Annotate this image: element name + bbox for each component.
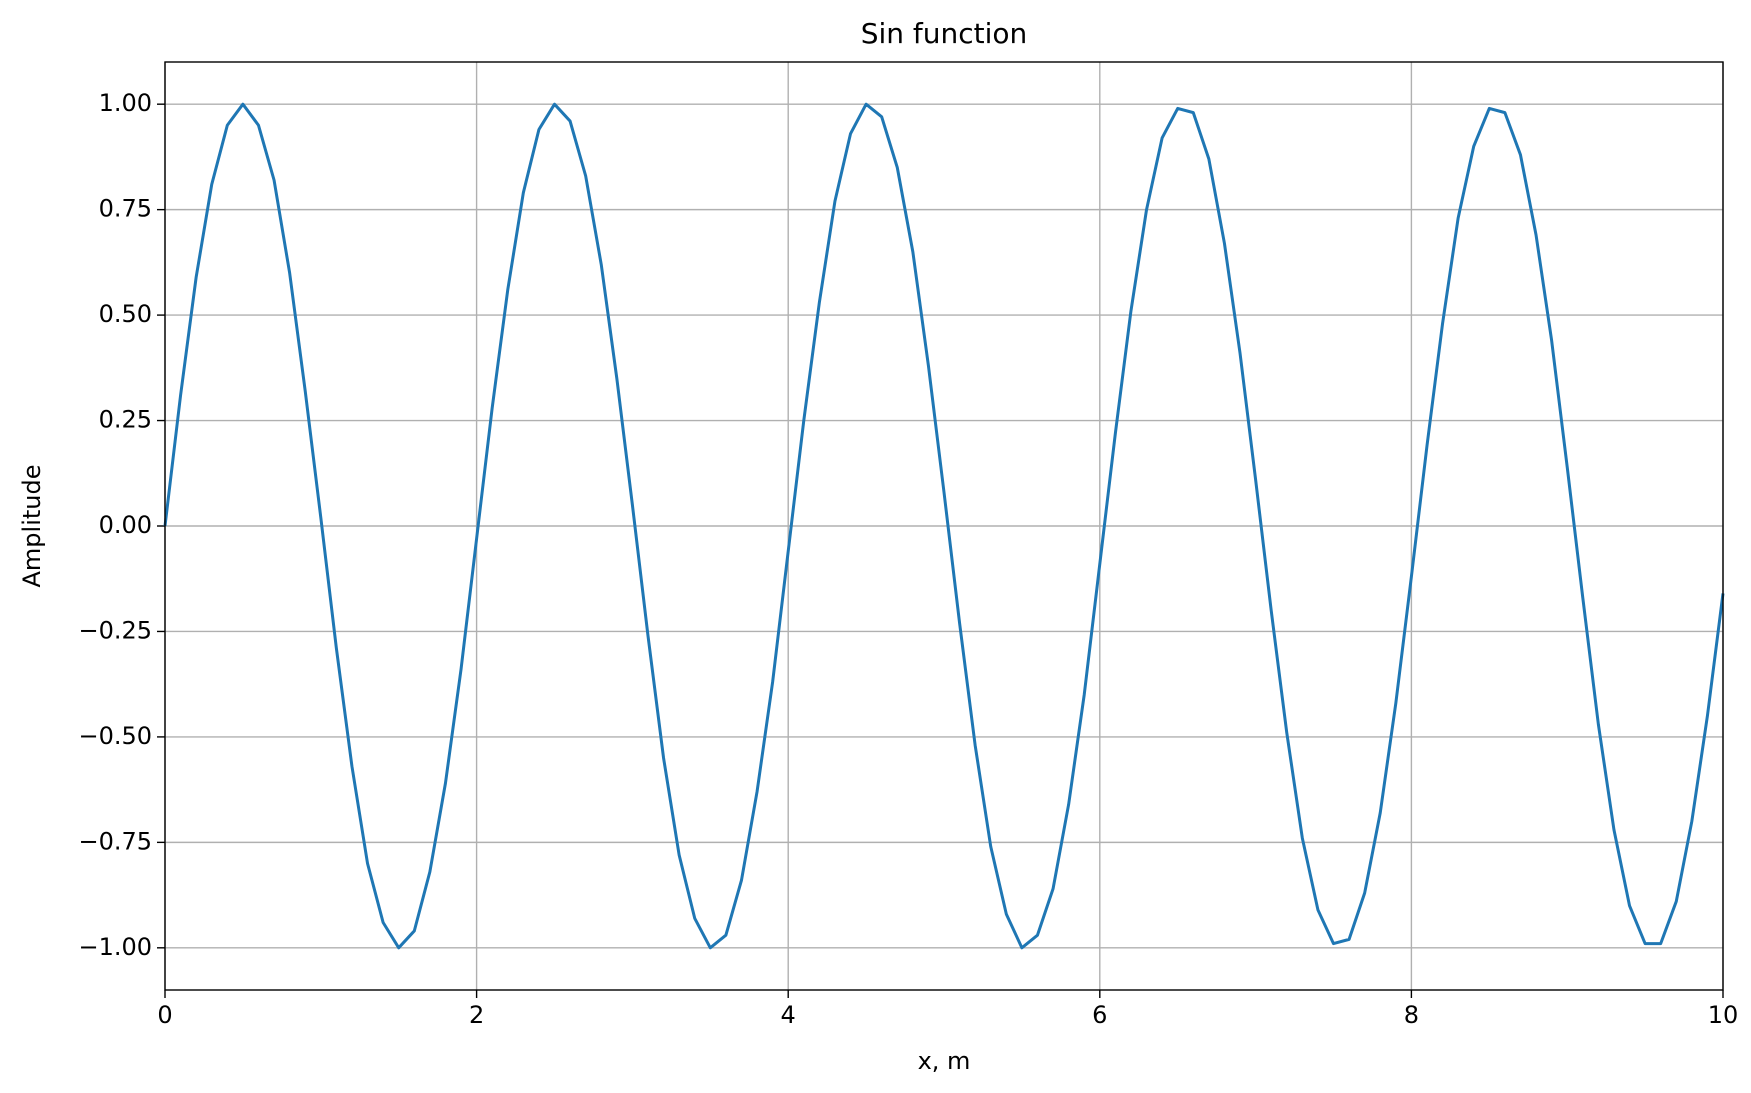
x-tick-label: 8 [1404,1001,1419,1029]
y-tick-label: 0.25 [99,406,152,434]
x-tick-label: 2 [469,1001,484,1029]
y-tick-label: 0.50 [99,300,152,328]
y-tick-label: 0.75 [99,195,152,223]
y-tick-label: −0.50 [78,722,152,750]
line-series [163,102,1725,950]
y-tick-label: 1.00 [99,89,152,117]
y-tick-label: −1.00 [78,933,152,961]
y-tick-label: −0.25 [78,616,152,644]
y-tick-label: −0.75 [78,827,152,855]
y-axis-label: Amplitude [18,465,46,588]
x-tick-label: 6 [1092,1001,1107,1029]
x-axis-label: x, m [918,1047,971,1075]
plot-frame [164,61,1724,991]
chart-title: Sin function [861,17,1028,50]
x-tick-label: 4 [781,1001,796,1029]
x-tick-label: 0 [157,1001,172,1029]
y-tick-label: 0.00 [99,511,152,539]
x-tick-label: 10 [1708,1001,1739,1029]
